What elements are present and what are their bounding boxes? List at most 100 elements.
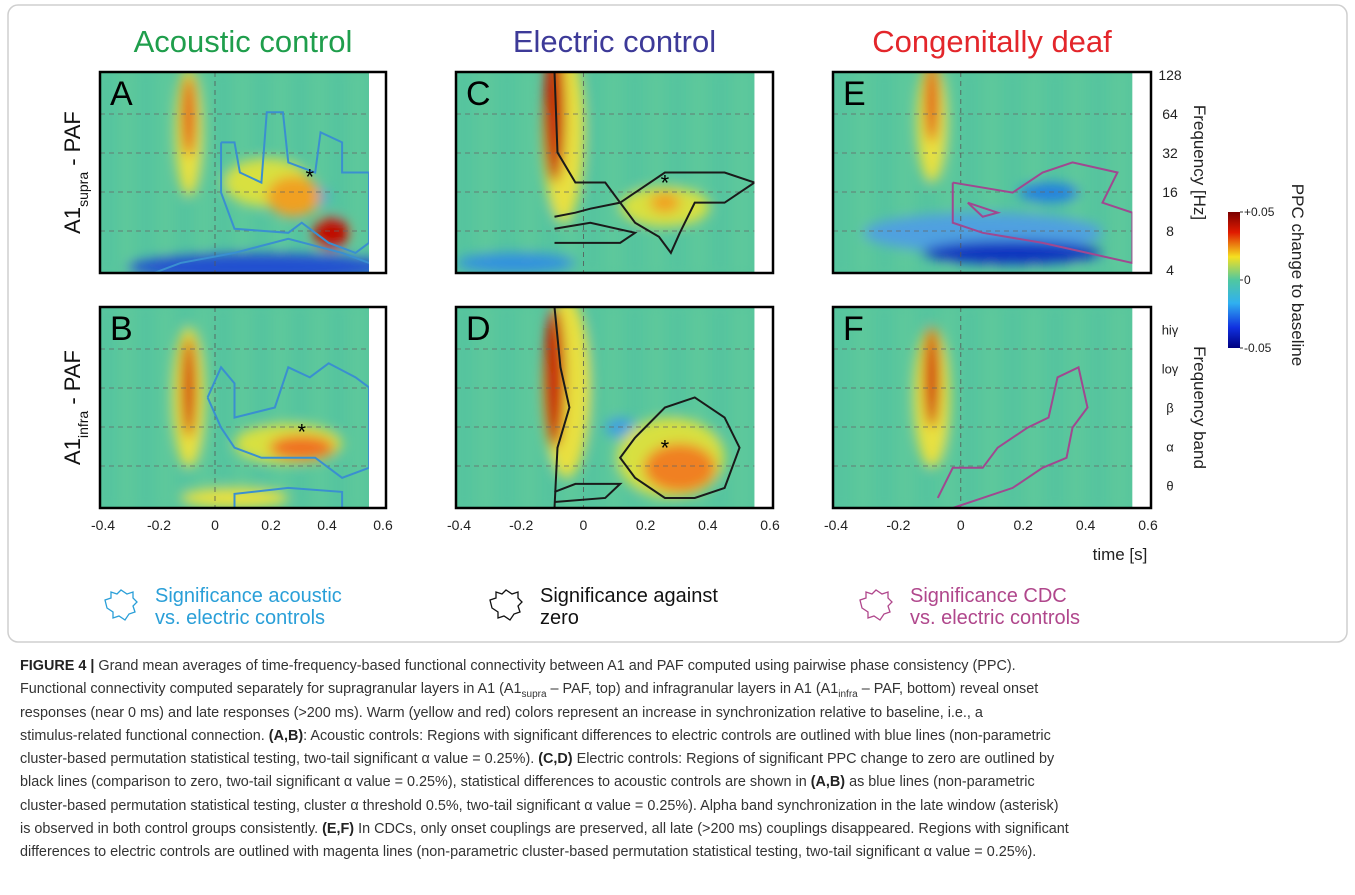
heatmap bbox=[100, 72, 369, 273]
panel-frame bbox=[831, 305, 1153, 510]
texture bbox=[1096, 307, 1101, 508]
y-tick-label: 32 bbox=[1162, 145, 1178, 161]
texture bbox=[336, 307, 341, 508]
texture bbox=[355, 307, 360, 508]
contour bbox=[619, 171, 755, 255]
blob bbox=[924, 327, 940, 428]
x-tick-label: 0.4 bbox=[698, 517, 718, 533]
caption-line: cluster-based permutation statistical te… bbox=[20, 795, 1345, 818]
texture bbox=[483, 307, 488, 508]
texture bbox=[505, 72, 510, 273]
caption-text: (E,F) bbox=[322, 821, 355, 838]
asterisk: * bbox=[306, 165, 315, 190]
blob bbox=[1018, 182, 1079, 203]
texture bbox=[317, 72, 322, 273]
caption-text: responses (near 0 ms) and late responses… bbox=[20, 704, 983, 721]
y-tick-label: 4 bbox=[1166, 262, 1174, 278]
colorbar-tick-label: 0 bbox=[1244, 273, 1251, 287]
blob bbox=[922, 240, 1103, 265]
x-tick-label: 0 bbox=[580, 517, 588, 533]
texture bbox=[163, 72, 168, 273]
x-tick-label: -0.2 bbox=[886, 517, 910, 533]
caption-text: – PAF, bottom) reveal onset bbox=[857, 681, 1039, 698]
contour bbox=[233, 486, 344, 508]
texture bbox=[839, 307, 844, 508]
x-tick-label: -0.4 bbox=[447, 517, 471, 533]
caption-line: is observed in both control groups consi… bbox=[20, 818, 1345, 841]
blob bbox=[182, 337, 196, 438]
contour bbox=[553, 307, 571, 508]
texture bbox=[967, 307, 972, 508]
row-label: A1infra - PAF bbox=[60, 350, 91, 465]
legend-icon bbox=[104, 589, 138, 621]
texture bbox=[259, 307, 264, 508]
heatmap bbox=[833, 307, 1133, 508]
blob bbox=[269, 435, 335, 460]
texture bbox=[967, 72, 972, 273]
caption-text: – PAF, top) and infragranular layers in … bbox=[546, 681, 839, 698]
texture bbox=[611, 307, 616, 508]
texture bbox=[1053, 307, 1058, 508]
figure-frame bbox=[7, 4, 1348, 643]
texture bbox=[240, 307, 245, 508]
texture bbox=[882, 307, 887, 508]
blob bbox=[649, 192, 680, 213]
asterisk: * bbox=[661, 436, 670, 461]
row-label-part: A1 bbox=[60, 438, 85, 465]
heatmap-blobs bbox=[105, 72, 369, 273]
caption-text: infra bbox=[838, 689, 858, 701]
caption-text: supra bbox=[521, 689, 547, 701]
x-tick-label: 0.4 bbox=[1076, 517, 1096, 533]
caption-text: In CDCs, only onset couplings are preser… bbox=[354, 821, 1069, 838]
texture bbox=[124, 307, 129, 508]
row-label-part: supra bbox=[75, 172, 91, 207]
y-tick-label: 8 bbox=[1166, 223, 1174, 239]
band-label: β bbox=[1166, 401, 1173, 416]
caption-line: cluster-based permutation statistical te… bbox=[20, 748, 1345, 771]
blob bbox=[312, 216, 351, 249]
texture bbox=[718, 307, 723, 508]
legend-text: Significance acoustic bbox=[155, 585, 342, 607]
caption-text: (A,B) bbox=[810, 774, 846, 791]
caption-text: FIGURE 4 | bbox=[20, 658, 95, 674]
texture bbox=[590, 72, 595, 273]
row-label-part: infra bbox=[75, 411, 91, 438]
legend-text: Significance against bbox=[540, 585, 718, 607]
caption-text: cluster-based permutation statistical te… bbox=[20, 751, 539, 768]
caption-line: differences to electric controls are out… bbox=[20, 841, 1345, 864]
contour bbox=[206, 362, 369, 479]
texture bbox=[505, 307, 510, 508]
heatmap-blobs bbox=[105, 307, 360, 508]
band-label: hiγ bbox=[1162, 323, 1179, 338]
texture bbox=[632, 72, 637, 273]
texture bbox=[483, 72, 488, 273]
contour bbox=[951, 161, 1133, 264]
panel-letter: F bbox=[843, 310, 864, 348]
texture bbox=[1117, 307, 1122, 508]
caption-text: (A,B) bbox=[268, 727, 304, 744]
texture bbox=[526, 307, 531, 508]
band-axis-label: Frequency band bbox=[1190, 346, 1209, 469]
colorbar-tick-label: +0.05 bbox=[1244, 205, 1275, 219]
caption-line: responses (near 0 ms) and late responses… bbox=[20, 702, 1345, 725]
texture bbox=[903, 307, 908, 508]
texture bbox=[105, 72, 110, 273]
column-title: Electric control bbox=[513, 24, 716, 59]
texture bbox=[1053, 72, 1058, 273]
band-label: θ bbox=[1166, 479, 1173, 494]
caption-text: (C,D) bbox=[538, 751, 573, 768]
x-tick-label: -0.4 bbox=[824, 517, 848, 533]
texture bbox=[1031, 307, 1036, 508]
caption-line: stimulus-related functional connection. … bbox=[20, 725, 1345, 748]
x-tick-label: 0.4 bbox=[317, 517, 337, 533]
caption-text: cluster-based permutation statistical te… bbox=[20, 797, 1059, 814]
x-tick-label: 0 bbox=[957, 517, 965, 533]
texture bbox=[654, 307, 659, 508]
x-tick-label: 0 bbox=[211, 517, 219, 533]
texture bbox=[144, 307, 149, 508]
x-tick-label: -0.2 bbox=[509, 517, 533, 533]
texture bbox=[462, 307, 467, 508]
asterisk: * bbox=[661, 171, 670, 196]
caption-text: Grand mean averages of time-frequency-ba… bbox=[94, 658, 1016, 674]
texture bbox=[675, 307, 680, 508]
